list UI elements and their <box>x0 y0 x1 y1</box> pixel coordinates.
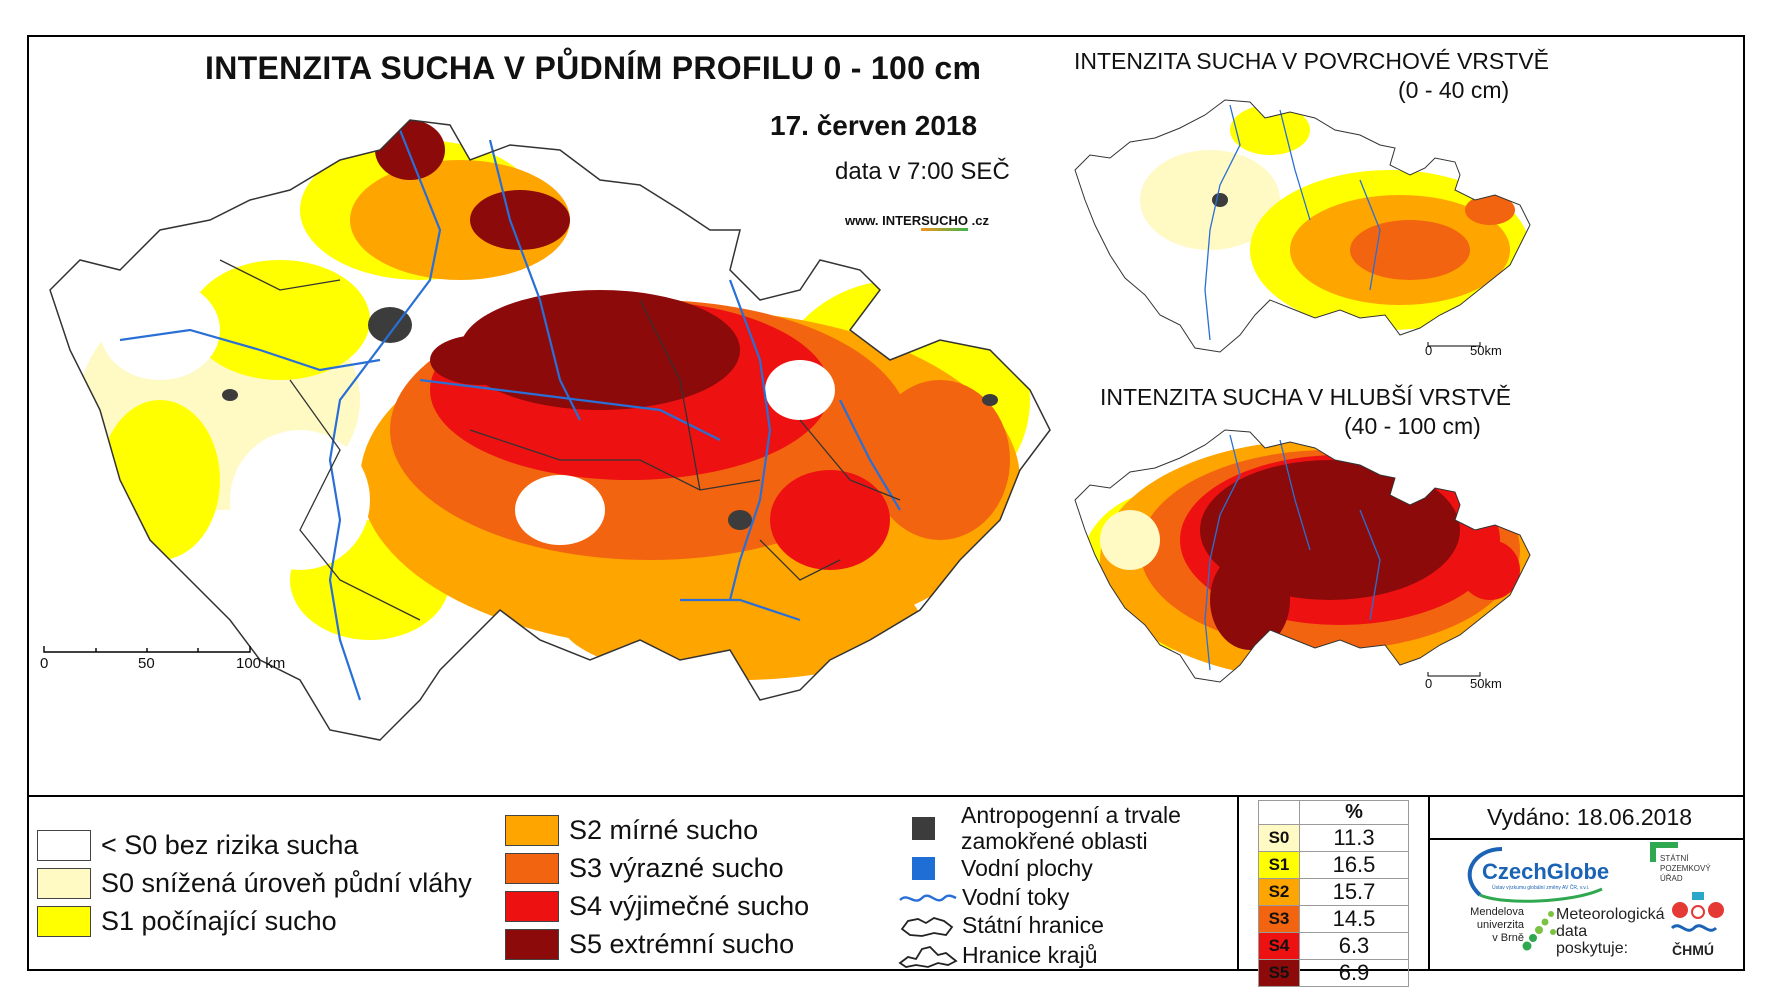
legend-item-s2: S2 mírné sucho <box>505 815 758 846</box>
data-time: data v 7:00 SEČ <box>835 158 1010 185</box>
percent-row-s5: S5 6.9 <box>1258 959 1409 987</box>
mendel-logo: Mendelova univerzita v Brně <box>1462 906 1562 966</box>
legend-item-s3: S3 výrazné sucho <box>505 853 784 884</box>
issued-date: Vydáno: 18.06.2018 <box>1487 804 1693 830</box>
inset-bottom-scale-0: 0 <box>1425 676 1433 691</box>
inset-top-title: INTENZITA SUCHA V POVRCHOVÉ VRSTVĚ <box>1074 48 1549 74</box>
czechglobe-logo: CzechGlobe Ústav výzkumu globální změny … <box>1462 845 1612 905</box>
swatch-s3 <box>505 853 559 884</box>
percent-row-s1: S1 16.5 <box>1258 851 1409 879</box>
issued-divider <box>1428 838 1745 840</box>
swatch-below-s0 <box>37 830 91 861</box>
swatch-s5 <box>505 929 559 960</box>
spu-mark-icon <box>1650 842 1678 862</box>
percent-row-s0: S0 11.3 <box>1258 824 1409 852</box>
chmu-logo: ČHMÚ <box>1668 890 1728 960</box>
percent-table-header: % <box>1258 800 1409 825</box>
inset-bottom-scale-50: 50km <box>1470 676 1502 691</box>
inset-top-map <box>1074 99 1531 353</box>
legend-anthropogenic: Antropogenní a trvale zamokřené oblasti <box>900 802 1181 854</box>
inset-bottom-map <box>1074 429 1531 683</box>
chmu-mark-icon <box>1670 892 1724 932</box>
main-title: INTENZITA SUCHA V PŮDNÍM PROFILU 0 - 100… <box>205 50 982 86</box>
legend-water-bodies: Vodní plochy <box>900 855 1093 882</box>
legend-item-below-s0: < S0 bez rizika sucha <box>37 830 358 861</box>
percent-table: % S0 11.3 S1 16.5 S2 15.7 S3 14.5 S4 6.3 S5 6.… <box>1258 800 1409 987</box>
legend-item-s0: S0 snížená úroveň půdní vláhy <box>37 868 472 899</box>
mendel-dots-icon <box>1522 911 1556 951</box>
swatch-s2 <box>505 815 559 846</box>
legend-item-s1: S1 počínající sucho <box>37 906 337 937</box>
percent-row-s2: S2 15.7 <box>1258 878 1409 906</box>
website-link[interactable]: www. INTERSUCHO .cz <box>845 213 989 231</box>
scale-label-100: 100 km <box>236 655 286 672</box>
main-date: 17. červen 2018 <box>770 110 978 141</box>
state-border-icon <box>900 916 954 937</box>
separator-percent-left <box>1237 797 1239 971</box>
percent-row-s4: S4 6.3 <box>1258 932 1409 960</box>
scale-label-50: 50 <box>138 655 155 672</box>
legend-state-border: Státní hranice <box>898 912 1104 939</box>
percent-header: % <box>1299 800 1409 825</box>
czechglobe-swoosh-icon <box>1467 847 1603 903</box>
inset-top-scale-50: 50km <box>1470 343 1502 358</box>
main-scale-bar <box>43 646 251 653</box>
inset-top-subtitle: (0 - 40 cm) <box>1398 77 1510 103</box>
river-line-icon <box>899 894 957 902</box>
legend-rivers: Vodní toky <box>898 884 1069 911</box>
spu-logo: STÁTNÍ POZEMKOVÝ ÚŘAD <box>1650 842 1730 902</box>
meteo-provider: Meteorologická data poskytuje: <box>1556 906 1665 957</box>
swatch-s0 <box>37 868 91 899</box>
legend-divider <box>27 795 1745 797</box>
inset-bottom-subtitle: (40 - 100 cm) <box>1344 413 1481 439</box>
map-frame <box>27 35 1745 971</box>
legend-item-s5: S5 extrémní sucho <box>505 929 794 960</box>
main-map <box>43 119 1051 741</box>
separator-percent-right <box>1428 797 1430 971</box>
region-border-icon <box>898 945 958 968</box>
inset-bottom-title: INTENZITA SUCHA V HLUBŠÍ VRSTVĚ <box>1100 384 1512 410</box>
blue-square-icon <box>912 857 935 880</box>
swatch-s4 <box>505 891 559 922</box>
percent-row-s3: S3 14.5 <box>1258 905 1409 933</box>
legend-item-s4: S4 výjimečné sucho <box>505 891 809 922</box>
swatch-s1 <box>37 906 91 937</box>
scale-label-0: 0 <box>40 655 49 672</box>
dark-square-icon <box>912 816 935 840</box>
legend-region-border: Hranice krajů <box>898 942 1098 969</box>
inset-top-scale-0: 0 <box>1425 343 1433 358</box>
